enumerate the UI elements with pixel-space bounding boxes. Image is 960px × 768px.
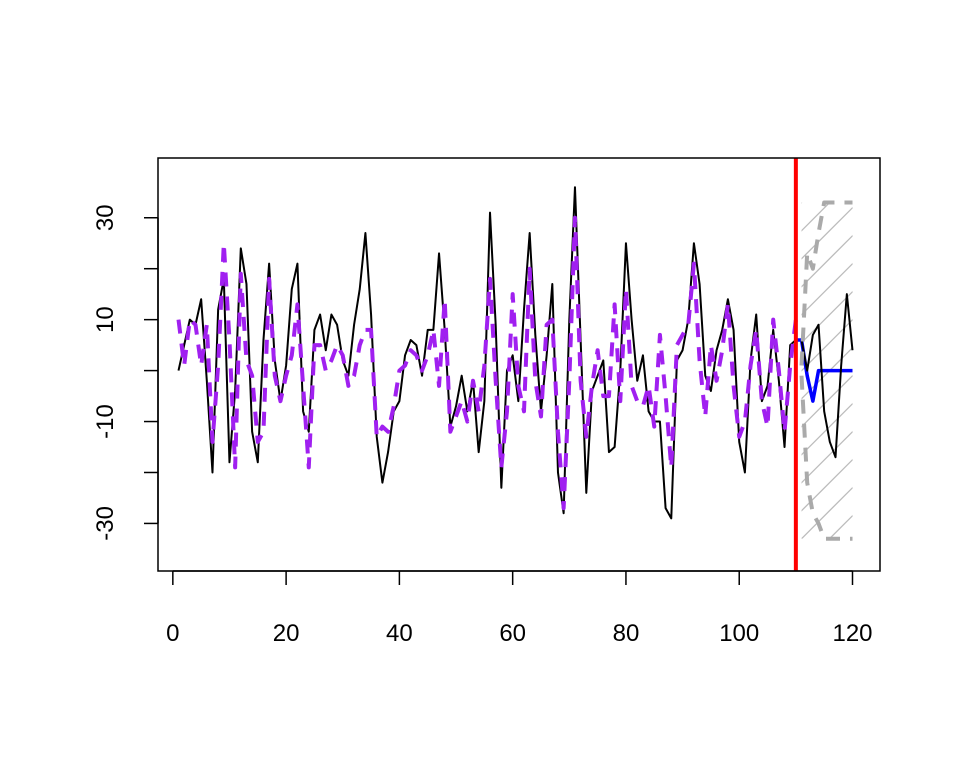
hatch-line	[886, 202, 960, 538]
x-tick-label: 0	[166, 620, 179, 647]
x-tick-label: 20	[273, 620, 300, 647]
x-tick-label: 120	[832, 620, 872, 647]
series-interval-lower-line	[799, 375, 853, 541]
hatch-line	[801, 346, 853, 400]
forecast-interval-band	[382, 202, 960, 539]
y-tick-label: 30	[92, 204, 119, 231]
hatch-line	[801, 262, 853, 316]
hatch-line	[801, 206, 853, 260]
y-tick-label: -10	[92, 404, 119, 439]
series-actual-future-line	[800, 293, 854, 459]
hatch-line	[382, 202, 718, 538]
series-interval-upper-line	[799, 200, 853, 366]
x-axis: 0 20 40 60 80 100 120	[166, 570, 873, 647]
hatch-line	[801, 290, 853, 344]
hatch-line	[801, 458, 853, 512]
y-tick-label: 10	[92, 306, 119, 333]
hatch-line	[801, 318, 853, 372]
series-layer	[176, 186, 854, 541]
y-axis: -30 -10 10 30	[92, 204, 159, 541]
hatch-line	[801, 234, 853, 288]
hatch-line	[914, 202, 960, 538]
y-tick-label: -30	[92, 506, 119, 541]
hatch-line	[801, 430, 853, 484]
x-tick-label: 40	[386, 620, 413, 647]
hatch-line	[942, 202, 960, 538]
x-tick-label: 100	[719, 620, 759, 647]
series-forecast-line	[795, 338, 853, 403]
x-tick-label: 80	[613, 620, 640, 647]
x-tick-label: 60	[499, 620, 526, 647]
series-fitted-line	[176, 215, 798, 511]
hatch-line	[858, 202, 960, 538]
